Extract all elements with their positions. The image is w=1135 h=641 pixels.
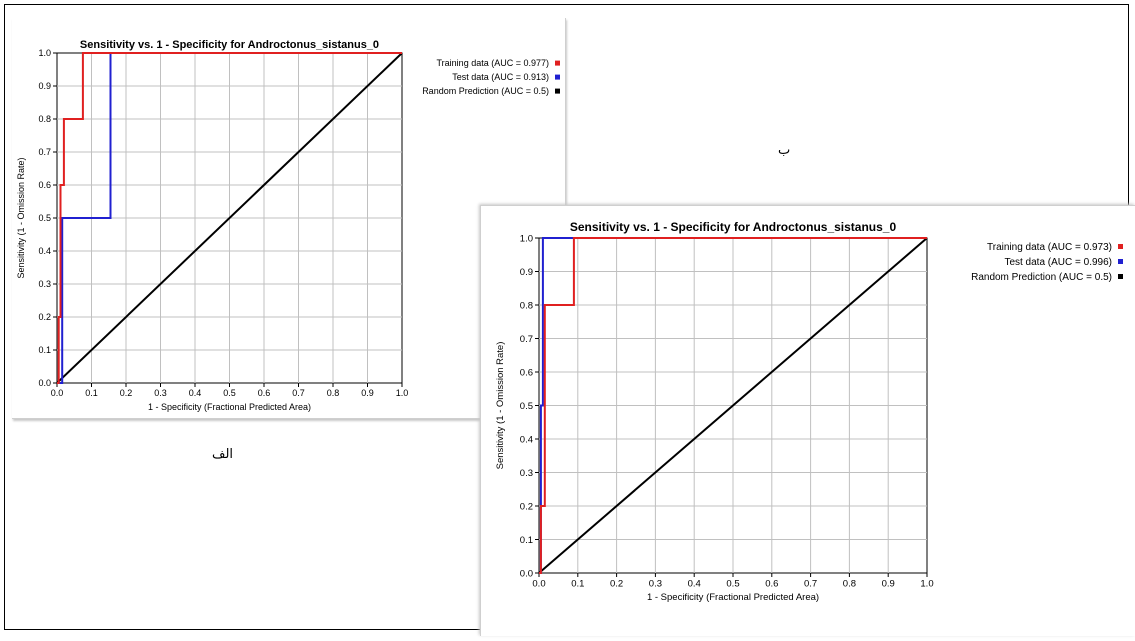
x-tick-label: 0.0	[51, 388, 64, 398]
x-tick-label: 1.0	[396, 388, 409, 398]
y-tick-label: 0.6	[520, 367, 533, 378]
y-axis-label: Sensitivity (1 - Omission Rate)	[16, 157, 26, 278]
legend-label-2: Test data (AUC = 0.913)	[452, 72, 549, 82]
x-tick-label: 0.6	[765, 579, 778, 590]
caption-b: ب	[778, 143, 791, 158]
legend-marker-3	[555, 88, 560, 94]
x-axis-label: 1 - Specificity (Fractional Predicted Ar…	[647, 592, 819, 603]
roc-chart-a: Sensitivity vs. 1 - Specificity for Andr…	[16, 39, 560, 412]
x-tick-label: 0.5	[726, 579, 739, 590]
x-tick-label: 0.1	[571, 579, 584, 590]
y-tick-label: 0.0	[38, 378, 51, 388]
legend-label-1: Training data (AUC = 0.977)	[437, 58, 549, 68]
legend-label-2: Test data (AUC = 0.996)	[1004, 257, 1112, 268]
caption-a: الف	[212, 447, 234, 462]
chart-panel-a: Sensitivity vs. 1 - Specificity for Andr…	[12, 18, 566, 419]
legend-label-3: Random Prediction (AUC = 0.5)	[422, 86, 549, 96]
legend-marker-2	[555, 74, 560, 80]
y-tick-label: 0.9	[520, 267, 533, 278]
y-tick-label: 0.1	[520, 535, 533, 546]
y-tick-label: 0.2	[520, 501, 533, 512]
x-tick-label: 1.0	[920, 579, 933, 590]
y-tick-label: 0.2	[38, 312, 51, 322]
legend-marker-2	[1118, 259, 1123, 264]
x-tick-label: 0.3	[154, 388, 167, 398]
legend-label-1: Training data (AUC = 0.973)	[987, 242, 1112, 253]
y-tick-label: 1.0	[520, 233, 533, 244]
chart-title: Sensitivity vs. 1 - Specificity for Andr…	[80, 39, 379, 51]
y-tick-label: 1.0	[38, 48, 51, 58]
y-tick-label: 0.5	[520, 401, 533, 412]
y-tick-label: 0.6	[38, 180, 51, 190]
y-tick-label: 0.7	[38, 147, 51, 157]
y-axis-label: Sensitivity (1 - Omission Rate)	[495, 342, 506, 470]
series-line-3	[56, 52, 403, 384]
y-tick-label: 0.8	[520, 300, 533, 311]
x-tick-label: 0.9	[361, 388, 374, 398]
y-tick-label: 0.9	[38, 81, 51, 91]
roc-chart-b: Sensitivity vs. 1 - Specificity for Andr…	[495, 220, 1123, 603]
x-tick-label: 0.2	[120, 388, 133, 398]
y-tick-label: 0.8	[38, 114, 51, 124]
x-tick-label: 0.8	[843, 579, 856, 590]
x-tick-label: 0.4	[688, 579, 701, 590]
x-tick-label: 0.8	[327, 388, 340, 398]
series-line-1	[57, 52, 402, 384]
x-tick-label: 0.7	[804, 579, 817, 590]
x-tick-label: 0.3	[649, 579, 662, 590]
x-tick-label: 0.6	[258, 388, 271, 398]
x-tick-label: 0.7	[292, 388, 305, 398]
y-tick-label: 0.3	[520, 468, 533, 479]
y-tick-label: 0.0	[520, 568, 533, 579]
legend-label-3: Random Prediction (AUC = 0.5)	[971, 272, 1112, 283]
x-tick-label: 0.2	[610, 579, 623, 590]
legend-marker-3	[1118, 274, 1123, 279]
y-tick-label: 0.5	[38, 213, 51, 223]
x-tick-label: 0.1	[85, 388, 98, 398]
chart-title: Sensitivity vs. 1 - Specificity for Andr…	[570, 220, 897, 234]
x-tick-label: 0.5	[223, 388, 236, 398]
series-line-1	[539, 237, 927, 574]
y-tick-label: 0.7	[520, 334, 533, 345]
chart-panel-b: Sensitivity vs. 1 - Specificity for Andr…	[480, 205, 1135, 636]
y-tick-label: 0.1	[38, 345, 51, 355]
x-axis-label: 1 - Specificity (Fractional Predicted Ar…	[148, 402, 311, 412]
series-line-3	[538, 237, 928, 574]
x-tick-label: 0.9	[882, 579, 895, 590]
x-tick-label: 0.4	[189, 388, 202, 398]
legend-marker-1	[555, 60, 560, 66]
y-tick-label: 0.4	[38, 246, 51, 256]
legend-marker-1	[1118, 244, 1123, 249]
y-tick-label: 0.3	[38, 279, 51, 289]
x-tick-label: 0.0	[532, 579, 545, 590]
y-tick-label: 0.4	[520, 434, 533, 445]
